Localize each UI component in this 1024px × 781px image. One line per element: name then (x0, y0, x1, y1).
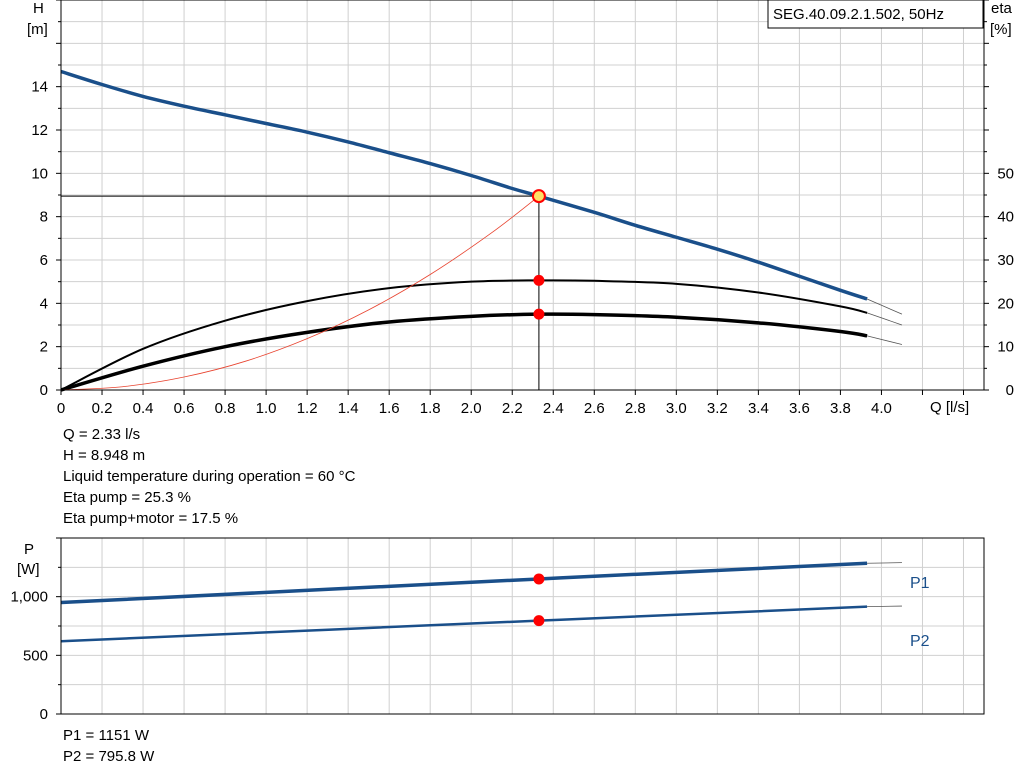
eta-tick-label: 50 (997, 165, 1014, 182)
eta-pump-motor-curve-extension (866, 335, 903, 345)
upper-right-axis-unit: [%] (990, 21, 1012, 38)
eta-tick-label: 40 (997, 209, 1014, 226)
eta-pump-marker (533, 274, 545, 286)
series-label-p1: P1 (910, 575, 930, 592)
pump-model-title: SEG.40.09.2.1.502, 50Hz (773, 6, 944, 23)
info-eta-pump: Eta pump = 25.3 % (63, 489, 191, 506)
info-eta-pump-motor: Eta pump+motor = 17.5 % (63, 510, 239, 527)
p-tick-label: 1,000 (10, 589, 48, 606)
h-tick-label: 14 (31, 79, 48, 96)
power-curve-p1 (60, 561, 868, 605)
x-tick-label: 1.6 (379, 400, 400, 417)
p-tick-label: 500 (23, 647, 48, 664)
info-flow: Q = 2.33 l/s (63, 426, 141, 443)
x-tick-label: 3.0 (666, 400, 687, 417)
x-tick-label: 0 (57, 400, 65, 417)
p1-marker (533, 573, 545, 585)
power-info: P1 = 1151 W P2 = 795.8 W (63, 725, 154, 767)
x-tick-label: 2.2 (502, 400, 523, 417)
eta-tick-label: 20 (997, 295, 1014, 312)
h-tick-label: 0 (40, 382, 48, 399)
eta-tick-label: 30 (997, 252, 1014, 269)
x-tick-label: 2.6 (584, 400, 605, 417)
head-curve (60, 69, 868, 301)
x-tick-label: 3.2 (707, 400, 728, 417)
system-curve (60, 195, 540, 391)
info-liquid-temperature: Liquid temperature during operation = 60… (63, 468, 356, 485)
x-tick-label: 0.6 (174, 400, 195, 417)
operating-point-marker (531, 189, 546, 204)
ticks: 0 0.2 0.4 0.6 0.8 1.0 1.2 1.4 1.6 1.8 2.0 2.2 2.4 2.6… (10, 0, 1014, 723)
title-box (767, 0, 984, 29)
operating-point-info: Q = 2.33 l/s H = 8.948 m Liquid temperat… (63, 424, 355, 529)
x-tick-label: 1.2 (297, 400, 318, 417)
curves (60, 69, 903, 643)
x-tick-label: 3.4 (748, 400, 769, 417)
eta-pump-motor-marker (533, 308, 545, 320)
lower-axis-name: P (24, 541, 34, 558)
eta-tick-label: 0 (1006, 382, 1014, 399)
x-tick-label: 4.0 (871, 400, 892, 417)
p2-marker (533, 615, 545, 627)
power-curve-extension (867, 562, 902, 564)
x-tick-label: 3.6 (789, 400, 810, 417)
upper-left-axis-unit: [m] (27, 21, 48, 38)
x-tick-label: 1.8 (420, 400, 441, 417)
upper-right-axis-name: eta (991, 0, 1013, 17)
x-tick-label: 2.8 (625, 400, 646, 417)
h-tick-label: 12 (31, 122, 48, 139)
x-tick-label: 2.0 (461, 400, 482, 417)
h-tick-label: 6 (40, 252, 48, 269)
x-axis-label: Q [l/s] (930, 399, 969, 416)
x-tick-label: 2.4 (543, 400, 564, 417)
h-tick-label: 8 (40, 209, 48, 226)
eta-pump-curve-extension (866, 312, 903, 326)
h-tick-label: 10 (31, 165, 48, 182)
info-p1: P1 = 1151 W (63, 727, 150, 744)
power-curve-extension (867, 605, 902, 608)
power-curve-p2 (60, 605, 868, 643)
p-tick-label: 0 (40, 706, 48, 723)
h-tick-label: 4 (40, 295, 48, 312)
head-curve-extension (866, 298, 903, 315)
eta-tick-label: 10 (997, 339, 1014, 356)
x-tick-label: 1.0 (256, 400, 277, 417)
eta-pump-motor-curve (60, 312, 868, 392)
info-head: H = 8.948 m (63, 447, 146, 464)
x-tick-label: 0.4 (133, 400, 154, 417)
eta-pump-curve (60, 279, 868, 391)
series-label-p2: P2 (910, 633, 930, 650)
h-tick-label: 2 (40, 339, 48, 356)
lower-axis-unit: [W] (17, 561, 40, 578)
x-tick-label: 1.4 (338, 400, 359, 417)
x-tick-label: 3.8 (830, 400, 851, 417)
x-tick-label: 0.2 (92, 400, 113, 417)
markers (61, 189, 546, 627)
upper-left-axis-name: H (33, 0, 44, 17)
info-p2: P2 = 795.8 W (63, 748, 155, 765)
x-tick-label: 0.8 (215, 400, 236, 417)
